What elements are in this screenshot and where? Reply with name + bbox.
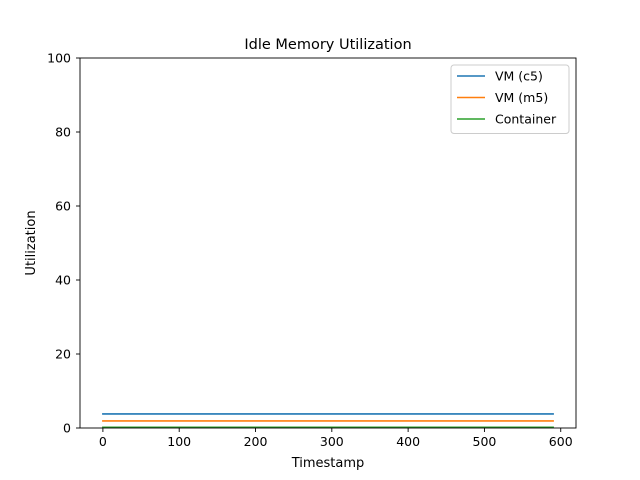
x-tick-label: 200 [244, 434, 268, 449]
x-axis-ticks: 0 100 200 300 400 500 600 [99, 428, 573, 449]
y-tick-label: 0 [63, 421, 71, 436]
x-tick-label: 400 [396, 434, 420, 449]
chart-legend: VM (c5) VM (m5) Container [450, 64, 570, 134]
legend-label: VM (m5) [495, 90, 548, 105]
x-tick-label: 100 [167, 434, 191, 449]
y-tick-label: 60 [55, 199, 71, 214]
chart-title: Idle Memory Utilization [244, 37, 411, 53]
y-axis-label: Utilization [24, 210, 39, 275]
legend-box [450, 64, 570, 134]
legend-label: VM (c5) [495, 69, 543, 84]
x-tick-label: 300 [320, 434, 344, 449]
legend-label: Container [495, 112, 557, 127]
y-tick-label: 80 [55, 125, 71, 140]
y-tick-label: 40 [55, 273, 71, 288]
y-tick-label: 20 [55, 347, 71, 362]
y-axis-ticks: 0 20 40 60 80 100 [47, 51, 80, 436]
y-tick-label: 100 [47, 51, 71, 66]
plot-area-frame [79, 57, 577, 429]
x-axis-label: Timestamp [291, 456, 365, 471]
series-layer [102, 413, 554, 429]
x-tick-label: 600 [549, 434, 573, 449]
x-tick-label: 500 [473, 434, 497, 449]
x-tick-label: 0 [99, 434, 107, 449]
